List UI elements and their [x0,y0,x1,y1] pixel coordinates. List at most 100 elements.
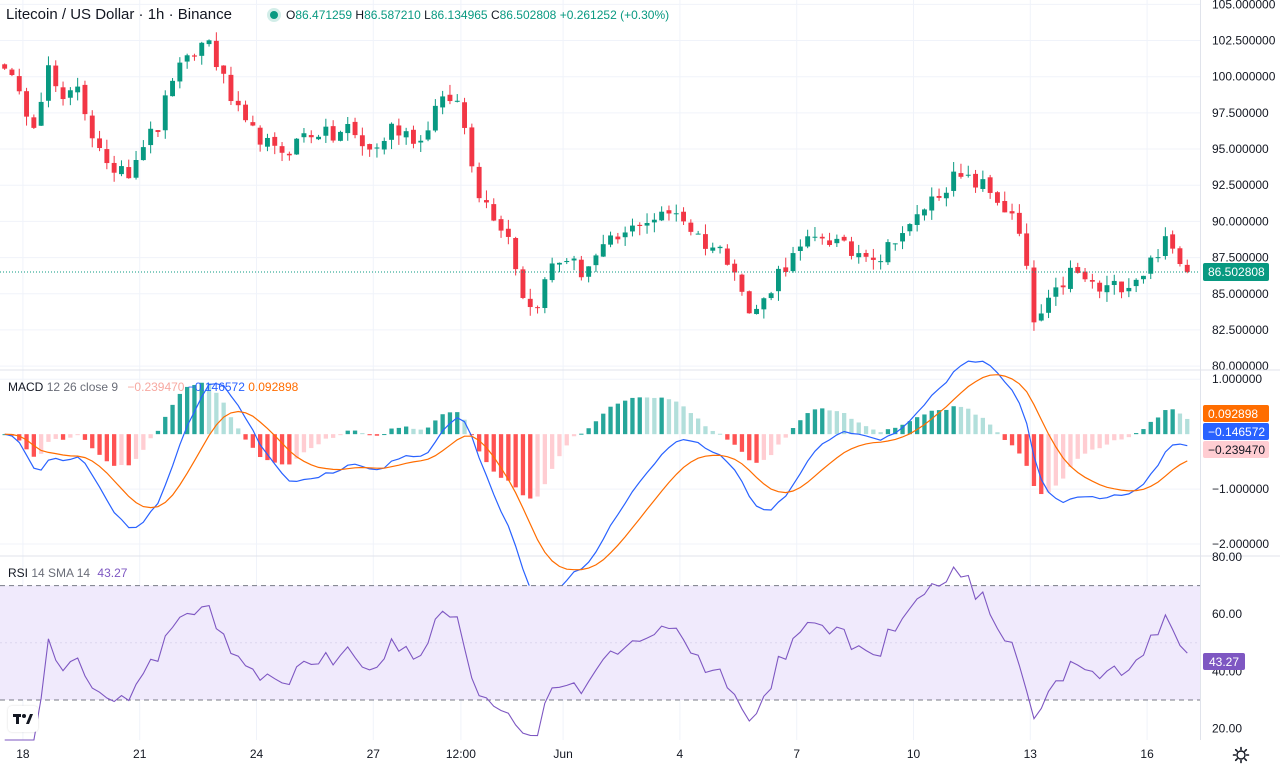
rsi-legend-params: 14 SMA 14 [31,566,91,580]
macd-histogram-bar [725,434,730,440]
macd-histogram-bar [155,430,161,435]
candle-body [834,238,840,244]
macd-histogram-bar [674,401,679,435]
candle-body [308,135,314,138]
candle-body [411,129,416,144]
candle-body [673,213,679,215]
candle-body [783,267,789,272]
candle-body [316,136,321,140]
candle-body [199,42,205,56]
candle-body [425,130,431,140]
candle-body [155,130,161,132]
macd-histogram-bar [1112,434,1117,441]
macd-histogram-bar [1177,413,1183,435]
macd-histogram-bar [1170,409,1175,435]
price-tick-label: 80.000000 [1212,359,1269,373]
candle-body [250,122,256,126]
candle-body [1111,280,1117,286]
candle-body [892,243,898,245]
candle-body [46,65,51,101]
macd-histogram-bar [776,434,781,445]
macd-legend-hist: −0.239470 [127,380,185,394]
rsi-tick-label: 20.00 [1212,722,1242,736]
candle-body [542,279,548,309]
macd-legend[interactable]: MACD 12 26 close 9 −0.239470 −0.146572 0… [8,380,298,394]
candle-body [995,192,1000,203]
candle-body [396,125,402,136]
tradingview-logo-icon[interactable] [8,706,38,732]
macd-histogram-bar [39,434,44,454]
candle-body [1155,257,1161,259]
macd-histogram-bar [1097,434,1102,449]
candle-body [651,219,657,223]
candle-body [593,255,599,266]
candle-body [724,248,730,265]
macd-legend-params: 12 26 close 9 [46,380,119,394]
candle-body [469,127,475,167]
close-value: 86.502808 [499,8,557,22]
candle-body [228,74,234,102]
candle-body [754,308,759,315]
macd-histogram-bar [1185,418,1190,435]
macd-histogram-bar [1104,434,1110,445]
candle-body [140,147,146,161]
macd-histogram-bar [988,424,993,435]
macd-histogram-bar [214,392,219,435]
price-tick-label: 97.500000 [1212,106,1269,120]
macd-histogram-bar [272,434,277,463]
x-tick-label: 10 [907,747,921,761]
candle-body [1068,267,1073,289]
macd-histogram-bar [404,426,409,435]
candle-body [571,258,577,261]
candle-body [870,257,876,260]
macd-histogram-bar [944,409,949,435]
candle-body [805,236,811,247]
macd-histogram-bar [24,434,29,450]
candle-body [797,246,803,252]
signal-value-badge-text: 0.092898 [1208,407,1258,421]
x-tick-label: 4 [677,747,684,761]
symbol-title[interactable]: Litecoin / US Dollar · 1h · Binance [6,6,232,23]
candle-body [184,55,190,62]
candle-body [914,214,920,225]
candle-body [330,126,336,141]
close-label: C [490,8,500,22]
macd-histogram-bar [104,434,109,462]
macd-histogram-bar [185,386,190,435]
market-status-dot-icon [270,11,278,19]
macd-histogram-bar [900,424,905,435]
macd-histogram-bar [1134,433,1139,435]
rsi-tick-label: 60.00 [1212,607,1242,621]
macd-histogram-bar [331,434,336,438]
macd-histogram-bar [1155,417,1161,435]
x-tick-label: 24 [250,747,264,761]
candle-body [557,262,562,265]
candle-body [578,259,584,278]
macd-histogram-bar [265,434,270,461]
candle-body [126,167,132,179]
macd-histogram-bar [885,429,891,435]
macd-histogram-bar [761,434,766,460]
candle-body [9,69,15,75]
candle-body [666,210,672,214]
candle-body [987,177,993,193]
candle-body [1053,287,1059,297]
gear-icon[interactable] [1232,746,1250,764]
candle-body [688,222,694,232]
candle-body [192,55,197,57]
macd-histogram-bar [1141,429,1146,435]
macd-histogram-bar [659,397,664,435]
candle-body [1038,313,1044,321]
candle-body [104,149,110,164]
candle-body [819,236,825,239]
rsi-legend[interactable]: RSI 14 SMA 14 43.27 [8,566,127,580]
price-tick-label: 95.000000 [1212,142,1269,156]
macd-histogram-bar [1017,434,1022,454]
candle-body [973,173,978,188]
candle-body [856,253,862,258]
macd-histogram-bar [820,408,825,435]
macd-histogram-bar [878,432,883,435]
candle-body [695,233,701,235]
candle-body [447,94,453,102]
